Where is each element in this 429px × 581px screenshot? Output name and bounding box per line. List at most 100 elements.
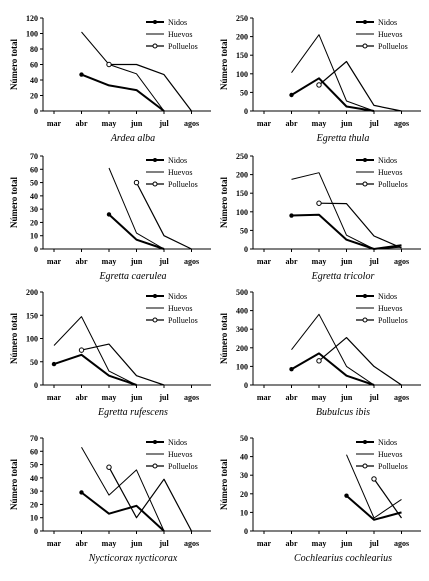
series-line-huevos <box>291 34 375 112</box>
series-line-polluelos <box>373 478 402 519</box>
legend-marker <box>363 158 367 162</box>
legend-marker <box>153 440 157 444</box>
x-tick-label: jun <box>340 119 353 128</box>
series-line-nidos <box>290 77 375 112</box>
y-tick-label: 0 <box>244 107 248 116</box>
x-tick-label: jun <box>130 119 143 128</box>
y-tick-label: 100 <box>236 70 248 79</box>
species-caption: Egretta caerulea <box>98 271 166 282</box>
x-tick-label: abr <box>286 119 298 128</box>
y-tick-label: 100 <box>26 30 38 39</box>
legend-marker <box>362 463 368 469</box>
y-tick-label: 100 <box>236 208 248 217</box>
legend-marker <box>363 20 367 24</box>
x-tick-label: may <box>102 393 117 402</box>
legend-marker <box>153 294 157 298</box>
legend-label: Huevos <box>168 304 192 313</box>
x-tick-label: agos <box>184 393 199 402</box>
chart-panel: 0 50 100 150 200 250 mar abr may jun jul agos Número… <box>219 14 421 144</box>
x-tick-label: mar <box>257 119 272 128</box>
legend-label: Huevos <box>168 450 192 459</box>
y-tick-label: 50 <box>30 358 38 367</box>
x-tick-label: mar <box>47 257 62 266</box>
series-line-polluelos <box>318 337 402 386</box>
legend-marker <box>153 158 157 162</box>
legend-marker <box>362 43 368 49</box>
x-tick-label: mar <box>47 393 62 402</box>
y-tick-label: 10 <box>30 232 38 241</box>
x-tick-label: jul <box>158 257 169 266</box>
legend-label: Huevos <box>168 168 192 177</box>
x-tick-label: mar <box>257 257 272 266</box>
x-tick-label: may <box>312 393 327 402</box>
chart-panel: 0 20 40 60 80 100 120 mar abr may jun jul agos Número… <box>9 14 211 144</box>
y-tick-label: 50 <box>240 88 248 97</box>
data-point-nidos <box>79 72 84 77</box>
species-caption: Egretta tricolor <box>311 271 375 282</box>
y-tick-label: 200 <box>236 344 248 353</box>
x-tick-label: mar <box>47 539 62 548</box>
x-tick-label: abr <box>286 393 298 402</box>
legend-label: Nidos <box>378 156 397 165</box>
x-tick-label: agos <box>394 119 409 128</box>
data-point-nidos <box>344 493 349 498</box>
y-tick-label: 200 <box>26 288 38 297</box>
series-line-huevos <box>108 167 165 250</box>
x-tick-label: may <box>102 119 117 128</box>
x-tick-label: jun <box>340 539 353 548</box>
y-axis-label: Número total <box>219 176 229 228</box>
x-tick-label: agos <box>394 539 409 548</box>
data-point-polluelos <box>316 200 322 206</box>
y-tick-label: 120 <box>26 14 38 23</box>
series-line-polluelos <box>81 343 165 386</box>
series-line-nidos <box>80 491 165 532</box>
legend-label: Nidos <box>168 292 187 301</box>
x-tick-label: jul <box>158 539 169 548</box>
data-point-nidos <box>289 92 294 98</box>
y-tick-label: 50 <box>240 226 248 235</box>
y-tick-label: 150 <box>236 51 248 60</box>
data-point-nidos <box>79 490 84 495</box>
species-caption: Nycticorax nycticorax <box>88 553 178 564</box>
y-tick-label: 50 <box>30 179 38 188</box>
series-line-nidos <box>345 494 402 521</box>
y-tick-label: 20 <box>30 218 38 227</box>
x-tick-label: jun <box>130 393 143 402</box>
x-tick-label: abr <box>286 257 298 266</box>
x-tick-label: may <box>102 257 117 266</box>
x-tick-label: jun <box>130 257 143 266</box>
species-caption: Ardea alba <box>110 133 155 144</box>
y-tick-label: 0 <box>34 107 38 116</box>
y-tick-label: 50 <box>240 434 248 443</box>
series-line-nidos <box>108 213 165 250</box>
x-tick-label: abr <box>76 539 88 548</box>
data-point-nidos <box>289 213 294 218</box>
data-point-nidos <box>51 361 57 367</box>
y-axis-label: Número total <box>9 38 19 90</box>
y-tick-label: 60 <box>30 165 38 174</box>
y-tick-label: 400 <box>236 307 248 316</box>
x-tick-label: abr <box>76 257 88 266</box>
legend-label: Nidos <box>378 438 397 447</box>
legend-label: Polluelos <box>378 42 408 51</box>
y-axis-label: Número total <box>219 312 229 364</box>
data-point-polluelos <box>106 464 112 470</box>
series-line-polluelos <box>109 63 192 112</box>
series-line-polluelos <box>108 466 193 532</box>
y-tick-label: 20 <box>30 500 38 509</box>
chart-panel: 0 50 100 150 200 mar abr may jun jul agos Número to… <box>9 288 211 418</box>
y-axis-label: Número total <box>219 458 229 510</box>
y-tick-label: 40 <box>30 474 38 483</box>
legend-label: Polluelos <box>168 316 198 325</box>
legend-label: Polluelos <box>378 316 408 325</box>
y-tick-label: 40 <box>240 453 248 462</box>
y-tick-label: 60 <box>30 447 38 456</box>
legend-label: Polluelos <box>168 180 198 189</box>
chart-panel: 0 10 20 30 40 50 mar abr may jun jul agos Número tot… <box>219 434 421 564</box>
x-tick-label: jun <box>130 539 143 548</box>
legend-label: Polluelos <box>168 42 198 51</box>
x-tick-label: may <box>312 539 327 548</box>
legend-marker <box>152 317 158 323</box>
series-line-huevos <box>291 313 375 386</box>
x-tick-label: may <box>312 119 327 128</box>
